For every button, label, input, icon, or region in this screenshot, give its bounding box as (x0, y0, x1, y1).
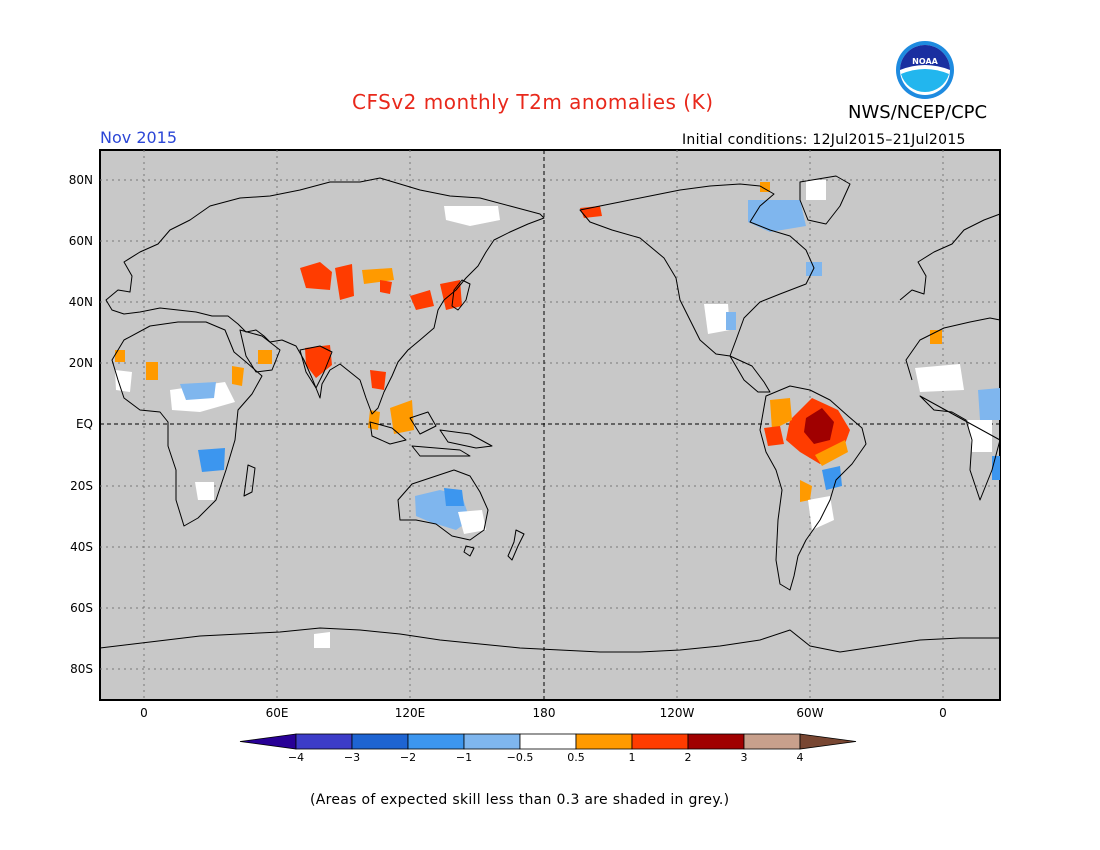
initial-conditions: Initial conditions: 12Jul2015–21Jul2015 (682, 132, 966, 148)
lon-label-60w: 60W (796, 706, 823, 720)
colorbar-over-arrow (799, 733, 857, 750)
colorbar-tick-label: 1 (629, 751, 636, 764)
lat-label-40n: 40N (69, 295, 93, 309)
colorbar-swatch (295, 733, 353, 750)
colorbar-tick-label: 2 (685, 751, 692, 764)
lat-label-20s: 20S (70, 479, 93, 493)
colorbar-tick-label: 3 (741, 751, 748, 764)
lon-label-60e: 60E (266, 706, 289, 720)
colorbar-under-arrow (239, 733, 297, 750)
forecast-month: Nov 2015 (100, 128, 178, 147)
lat-label-60n: 60N (69, 234, 93, 248)
colorbar-tick-label: −4 (288, 751, 304, 764)
coastlines (99, 175, 1001, 653)
lon-label-120e: 120E (395, 706, 426, 720)
lat-label-eq: EQ (76, 417, 93, 431)
colorbar-tick-label: −1 (456, 751, 472, 764)
colorbar-swatch (519, 733, 577, 750)
skill-note: (Areas of expected skill less than 0.3 a… (310, 792, 730, 808)
colorbar-tick-label: 0.5 (567, 751, 585, 764)
agency-label: NWS/NCEP/CPC (848, 102, 988, 123)
lat-label-60s: 60S (70, 601, 93, 615)
noaa-logo-icon: NOAA (896, 41, 954, 99)
colorbar-tick-label: −0.5 (507, 751, 534, 764)
colorbar-swatch (575, 733, 633, 750)
colorbar-swatch (687, 733, 745, 750)
lon-label-0: 0 (140, 706, 148, 720)
lon-label-0-right: 0 (939, 706, 947, 720)
map-panel: 80N 60N 40N 20N EQ 20S 40S 60S 80S 0 60E… (69, 149, 1001, 720)
lon-label-120w: 120W (660, 706, 695, 720)
lat-label-20n: 20N (69, 356, 93, 370)
colorbar-swatch (631, 733, 689, 750)
colorbar: −4 −3 −2 −1 −0.5 0.5 1 2 3 4 (239, 733, 857, 764)
latitude-labels: 80N 60N 40N 20N EQ 20S 40S 60S 80S (69, 173, 93, 676)
colorbar-swatch (743, 733, 801, 750)
colorbar-tick-label: 4 (797, 751, 804, 764)
colorbar-tick-label: −2 (400, 751, 416, 764)
lat-label-80n: 80N (69, 173, 93, 187)
lon-label-180: 180 (533, 706, 556, 720)
logo-text: NOAA (912, 57, 938, 66)
colorbar-swatch (463, 733, 521, 750)
colorbar-tick-label: −3 (344, 751, 360, 764)
map-title: CFSv2 monthly T2m anomalies (K) (352, 90, 714, 114)
colorbar-swatch (351, 733, 409, 750)
lat-label-40s: 40S (70, 540, 93, 554)
longitude-labels: 0 60E 120E 180 120W 60W 0 (140, 706, 947, 720)
anomaly-shading (115, 180, 1000, 648)
colorbar-swatch (407, 733, 465, 750)
lat-label-80s: 80S (70, 662, 93, 676)
